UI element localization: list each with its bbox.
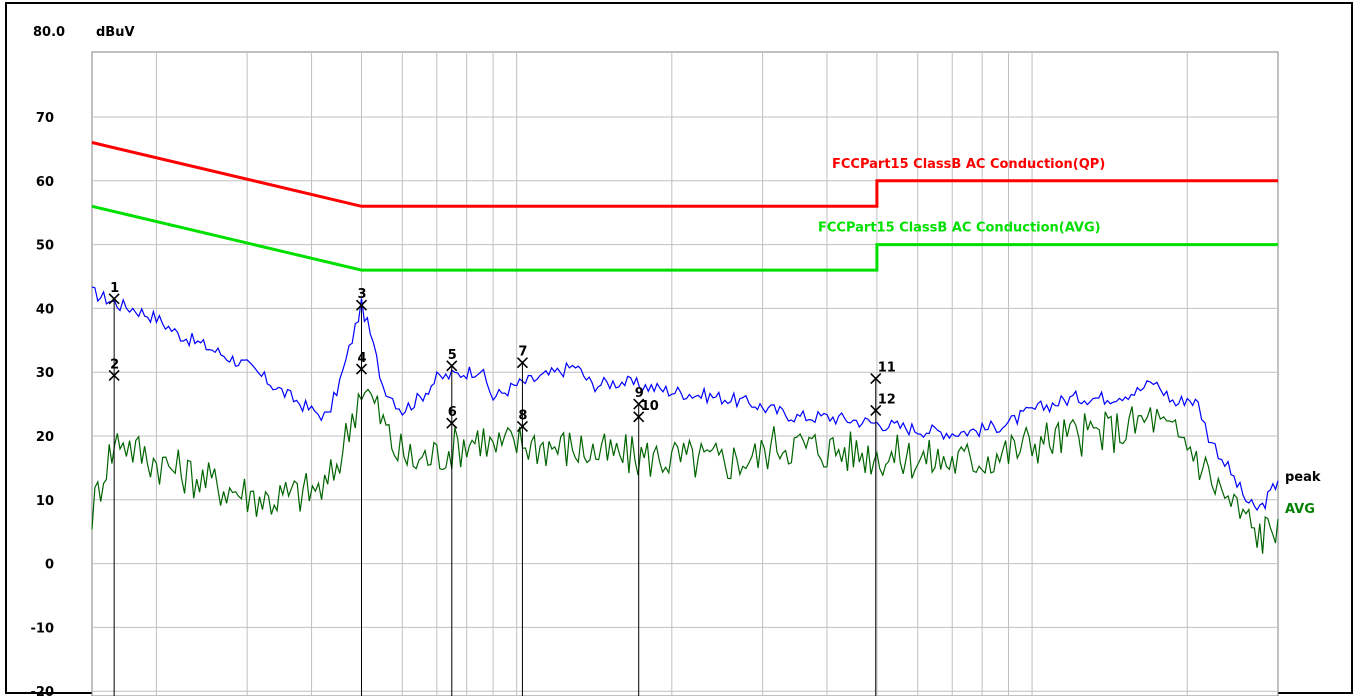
grid bbox=[92, 52, 1278, 696]
y-tick-label: 50 bbox=[36, 239, 54, 254]
y-tick-label: 0 bbox=[45, 558, 54, 573]
marker-cross bbox=[516, 420, 528, 432]
y-tick-label: -10 bbox=[31, 621, 55, 636]
marker-cross bbox=[446, 417, 458, 429]
y-tick-label: 70 bbox=[36, 111, 54, 126]
measurement-series bbox=[91, 286, 1279, 554]
marker-cross bbox=[355, 363, 368, 375]
marker-label: 11 bbox=[878, 361, 896, 376]
marker-label: 2 bbox=[110, 357, 119, 372]
y-unit-label: dBuV bbox=[96, 25, 135, 40]
marker-label: 8 bbox=[518, 408, 527, 423]
marker-label: 1 bbox=[110, 281, 119, 296]
limit-line-label-avg: FCCPart15 ClassB AC Conduction(AVG) bbox=[818, 221, 1101, 236]
marker-cross bbox=[870, 373, 882, 385]
limit-line-qp bbox=[91, 141, 1278, 208]
series-line-peak bbox=[91, 286, 1279, 512]
series-line-avg bbox=[91, 388, 1279, 554]
y-tick-label: -20 bbox=[31, 685, 55, 696]
limit-line-label-qp: FCCPart15 ClassB AC Conduction(QP) bbox=[832, 157, 1105, 172]
marker-cross bbox=[446, 360, 458, 372]
marker-cross bbox=[633, 398, 645, 410]
marker-label: 3 bbox=[358, 287, 367, 302]
marker-cross bbox=[633, 411, 645, 423]
marker-label: 6 bbox=[448, 405, 457, 420]
marker-label: 10 bbox=[641, 399, 659, 414]
y-top-label: 80.0 bbox=[33, 25, 65, 40]
y-tick-label: 40 bbox=[36, 302, 54, 317]
y-tick-label: 30 bbox=[36, 366, 54, 381]
marker-cross bbox=[108, 293, 120, 305]
marker-cross bbox=[108, 369, 120, 381]
marker-label: 5 bbox=[448, 348, 457, 363]
y-tick-label: 20 bbox=[36, 430, 54, 445]
limit-lines: FCCPart15 ClassB AC Conduction(QP) FCCPar… bbox=[91, 141, 1278, 272]
series-label-avg: AVG bbox=[1285, 502, 1315, 517]
series-label-peak: peak bbox=[1285, 470, 1321, 485]
marker-label: 9 bbox=[635, 386, 644, 401]
marker-cross bbox=[355, 299, 368, 311]
y-tick-label: 10 bbox=[36, 494, 54, 509]
marker-label: 12 bbox=[878, 392, 896, 407]
marker-label: 7 bbox=[518, 345, 527, 360]
y-tick-label: 60 bbox=[36, 175, 54, 190]
series-labels: peak AVG bbox=[1285, 470, 1321, 517]
marker-label: 4 bbox=[358, 351, 367, 366]
y-tick-labels: 70 60 50 40 30 20 10 0 -10 -20 bbox=[31, 111, 55, 696]
plot-area bbox=[91, 51, 1279, 696]
marker-cross bbox=[870, 404, 882, 417]
marker-cross bbox=[516, 357, 528, 369]
limit-line-avg bbox=[91, 204, 1278, 272]
